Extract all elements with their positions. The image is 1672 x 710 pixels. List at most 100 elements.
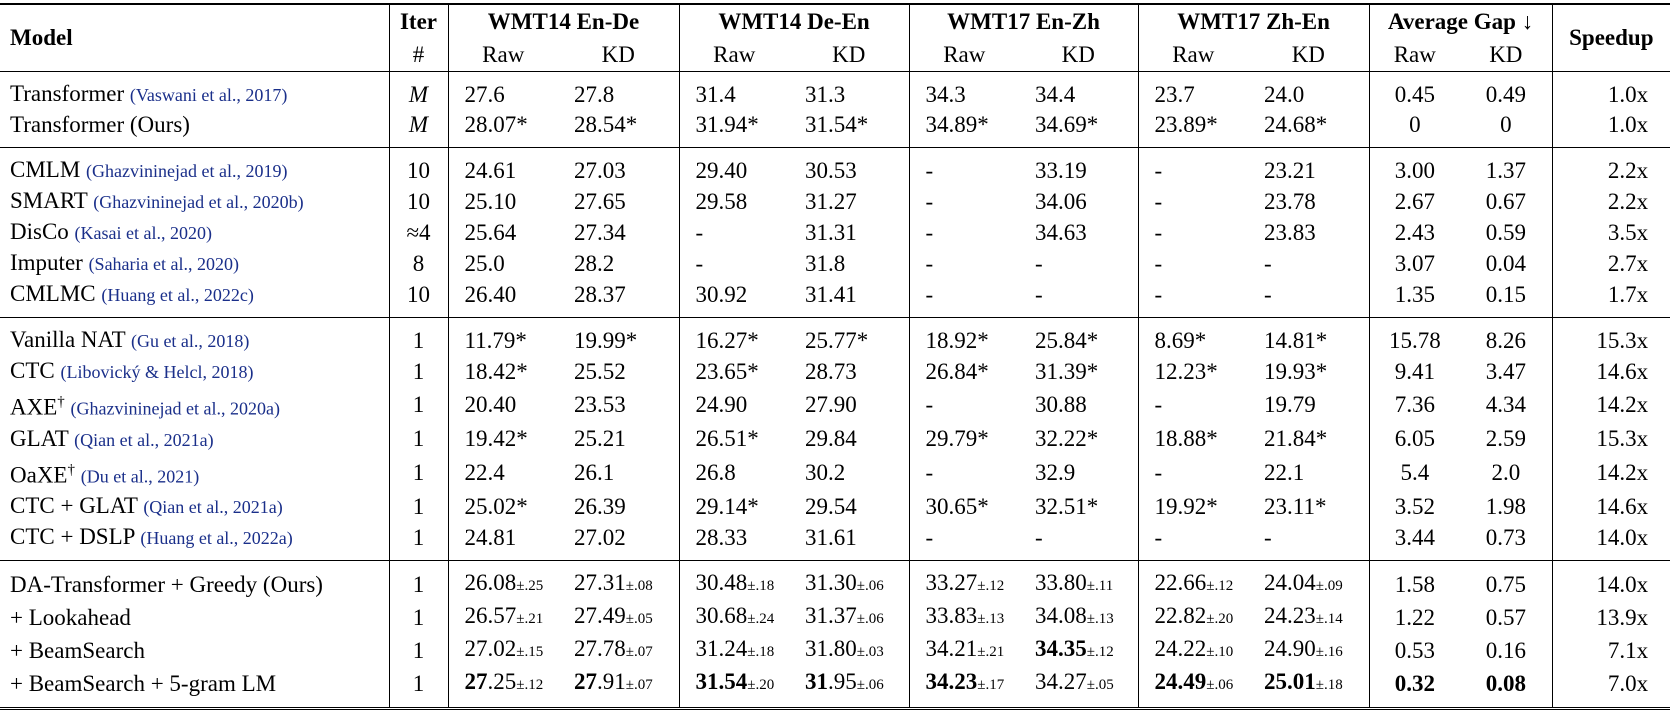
value-cell: 29.14*	[695, 493, 759, 519]
value-cell: 25.02*	[464, 493, 528, 519]
value-cell: 16.27*	[695, 327, 759, 353]
value: 34.21	[925, 636, 978, 662]
table-row: + Lookahead 1 26.57±.21 27.49±.05 30.68±.24 3…	[0, 601, 1670, 635]
table-row: DA-Transformer + Greedy (Ours) 1 26.08±.25…	[0, 560, 1670, 602]
value-cell: 34.35±.12	[1019, 634, 1139, 668]
speedup-cell: 1.7x	[1607, 281, 1649, 307]
value-cell: 26.57±.21	[448, 601, 558, 634]
std-dev: ±.10	[1206, 644, 1234, 661]
header-group: WMT14 En-De	[448, 3, 680, 38]
value-cell: 27.31±.08	[558, 560, 680, 602]
speedup-cell: 15.3x	[1596, 327, 1649, 353]
value-cell: 28.37	[558, 279, 680, 318]
value-cell: 2.43	[1394, 219, 1435, 245]
model-cell: CMLMC (Huang et al., 2022c)	[0, 279, 390, 318]
value-cell: 31.31	[789, 217, 910, 248]
value-cell: 23.78	[1248, 186, 1370, 217]
value-cell: -	[925, 459, 934, 485]
value-cell: 28.73	[789, 356, 910, 387]
value-cell: 25.52	[558, 356, 680, 387]
value: 22.66	[1154, 570, 1207, 596]
model-cell: AXE† (Ghazvininejad et al., 2020a)	[0, 387, 390, 424]
value-cell: 25.84*	[1019, 317, 1139, 356]
iter-cell: 1	[389, 522, 449, 561]
value-cell: 29.79*	[925, 426, 989, 452]
value-cell: 31.24±.18	[679, 634, 789, 667]
std-dev: ±.12	[977, 578, 1005, 595]
value-cell: 22.4	[464, 459, 505, 485]
table-row: Transformer (Ours) M 28.07* 28.54* 31.94* 31.…	[0, 110, 1670, 148]
value-cell: 2.59	[1460, 423, 1553, 455]
table-row: CTC + GLAT (Qian et al., 2021a) 1 25.02* 26…	[0, 491, 1670, 523]
model-cell: OaXE† (Du et al., 2021)	[0, 454, 390, 492]
model-cell: DisCo (Kasai et al., 2020)	[0, 217, 390, 248]
model-cell: GLAT (Qian et al., 2021a)	[0, 423, 390, 455]
header-iter: Iter	[389, 3, 449, 38]
model-cell: Vanilla NAT (Gu et al., 2018)	[0, 317, 390, 356]
value: 26.57	[464, 603, 517, 629]
value-cell: 0.59	[1460, 217, 1553, 248]
value-cell: -	[1019, 522, 1139, 561]
std-dev: ±.09	[1315, 578, 1343, 595]
value-cell: 20.40	[464, 392, 517, 418]
value-cell: -	[1019, 248, 1139, 279]
table-row: CMLM (Ghazvininejad et al., 2019) 10 24.61…	[0, 147, 1670, 186]
value-cell: 14.81*	[1248, 317, 1370, 356]
table-row: OaXE† (Du et al., 2021) 1 22.4 26.1 26.8 30.2…	[0, 454, 1670, 492]
value-cell: 23.65*	[695, 358, 759, 384]
value-bold: 24.49	[1154, 669, 1207, 695]
model-sup: †	[67, 461, 75, 478]
value-cell: 1.58	[1394, 571, 1435, 597]
value: 31.80	[805, 636, 857, 662]
iter-cell: 1	[389, 356, 449, 387]
value: 24.22	[1154, 636, 1207, 662]
value-cell: -	[1154, 188, 1163, 214]
value-cell: 23.21	[1248, 147, 1370, 186]
value-cell: 28.2	[558, 248, 680, 279]
model-cell: CTC (Libovický & Helcl, 2018)	[0, 356, 390, 387]
value-cell: 25.10	[464, 188, 517, 214]
model-cell: DA-Transformer + Greedy (Ours)	[0, 560, 390, 602]
speedup-cell: 13.9x	[1596, 604, 1649, 630]
value: 31.37	[805, 603, 857, 629]
speedup-cell: 14.6x	[1596, 358, 1649, 384]
iter-cell: 8	[389, 248, 449, 279]
model-name: DisCo	[10, 219, 69, 244]
value-cell: -	[1154, 524, 1163, 550]
value-cell: -	[1248, 248, 1370, 279]
value-cell: 32.22*	[1019, 423, 1139, 455]
model-name: Imputer	[10, 250, 83, 275]
value-cell: 31.27	[789, 186, 910, 217]
value-cell: 19.42*	[464, 426, 528, 452]
value: .25	[487, 669, 517, 695]
iter-cell: 1	[389, 601, 449, 635]
table-row: CMLMC (Huang et al., 2022c) 10 26.40 28.37 3…	[0, 279, 1670, 318]
citation: (Du et al., 2021)	[80, 466, 200, 487]
std-dev: ±.05	[625, 611, 653, 628]
value-cell: -	[1154, 219, 1163, 245]
value-cell: 0.32	[1369, 667, 1460, 709]
value-cell: 27.8	[558, 71, 680, 110]
value-cell: 27.02±.15	[448, 634, 558, 667]
citation: (Kasai et al., 2020)	[74, 223, 212, 243]
value-cell: 34.89*	[925, 112, 989, 137]
iter-cell: 1	[389, 423, 449, 455]
value-cell: 3.44	[1394, 524, 1435, 550]
std-dev: ±.20	[747, 677, 775, 694]
model-name: Transformer (Ours)	[10, 112, 190, 137]
value-cell: 27.34	[558, 217, 680, 248]
value: 27.78	[574, 636, 626, 662]
value: 27.49	[574, 603, 626, 629]
value-cell: 19.93*	[1248, 356, 1370, 387]
citation: (Ghazvininejad et al., 2019)	[86, 161, 288, 181]
model-cell: CMLM (Ghazvininejad et al., 2019)	[0, 147, 390, 186]
speedup-cell: 7.0x	[1607, 670, 1649, 696]
value-cell: 24.23±.14	[1248, 601, 1370, 635]
header-sub: Raw	[482, 41, 525, 67]
std-dev: ±.16	[1315, 644, 1343, 661]
row-group: Vanilla NAT (Gu et al., 2018) 1 11.79* 19.9…	[0, 317, 1671, 561]
value-cell: 31.4	[695, 81, 736, 107]
value-cell: 34.4	[1019, 71, 1139, 110]
value-cell: 34.69*	[1019, 110, 1139, 148]
header-sub: Raw	[1393, 41, 1436, 67]
